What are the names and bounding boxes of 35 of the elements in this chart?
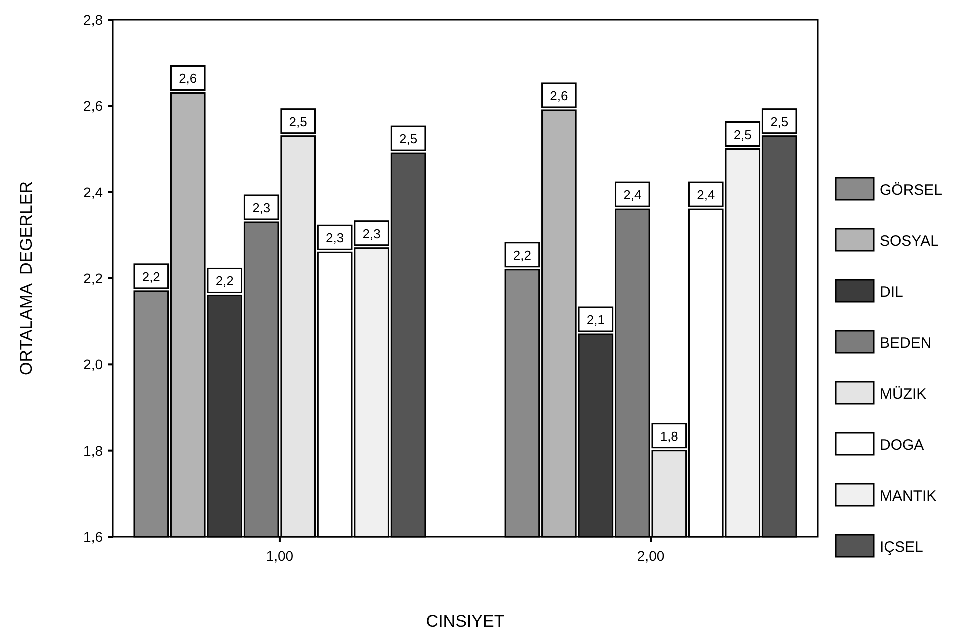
legend-label: MANTIK — [880, 488, 937, 505]
legend-label: IÇSEL — [880, 539, 924, 556]
y-tick-label: 2,6 — [84, 98, 104, 114]
x-tick-label: 2,00 — [637, 548, 665, 564]
data-label: 2,2 — [142, 269, 160, 284]
y-tick-label: 2,2 — [84, 270, 104, 286]
data-label: 2,2 — [513, 248, 532, 263]
data-label: 2,3 — [252, 200, 271, 216]
data-label: 2,5 — [400, 132, 418, 147]
legend-label: DIL — [880, 284, 904, 301]
legend-label: DOGA — [880, 437, 924, 454]
y-tick-label: 2,8 — [84, 12, 104, 28]
data-label: 2,5 — [289, 114, 308, 130]
legend-label: BEDEN — [880, 335, 932, 352]
y-tick-label: 2,4 — [84, 184, 104, 200]
legend-label: GÖRSEL — [880, 182, 943, 199]
x-axis-title: CINSIYET — [426, 612, 505, 631]
data-label: 1,8 — [660, 428, 678, 444]
y-tick-label: 2,0 — [84, 356, 104, 373]
y-axis-title: ORTALAMA DEGERLER — [17, 182, 36, 376]
data-label: 2,6 — [179, 71, 198, 86]
legend-label: SOSYAL — [880, 233, 939, 250]
data-label: 2,3 — [362, 226, 381, 242]
data-label: 2,4 — [697, 188, 716, 203]
y-tick-label: 1,6 — [84, 529, 104, 545]
data-label: 2,6 — [550, 88, 568, 104]
data-label: 2,3 — [326, 230, 344, 246]
legend-label: MÜZIK — [880, 386, 927, 403]
y-tick-label: 1,8 — [84, 442, 104, 459]
data-label: 2,1 — [586, 312, 605, 328]
x-tick-label: 1,00 — [266, 548, 294, 564]
data-label: 2,4 — [624, 188, 642, 203]
data-label: 2,2 — [216, 274, 234, 289]
data-label: 2,5 — [770, 114, 789, 130]
data-label: 2,5 — [734, 127, 752, 142]
